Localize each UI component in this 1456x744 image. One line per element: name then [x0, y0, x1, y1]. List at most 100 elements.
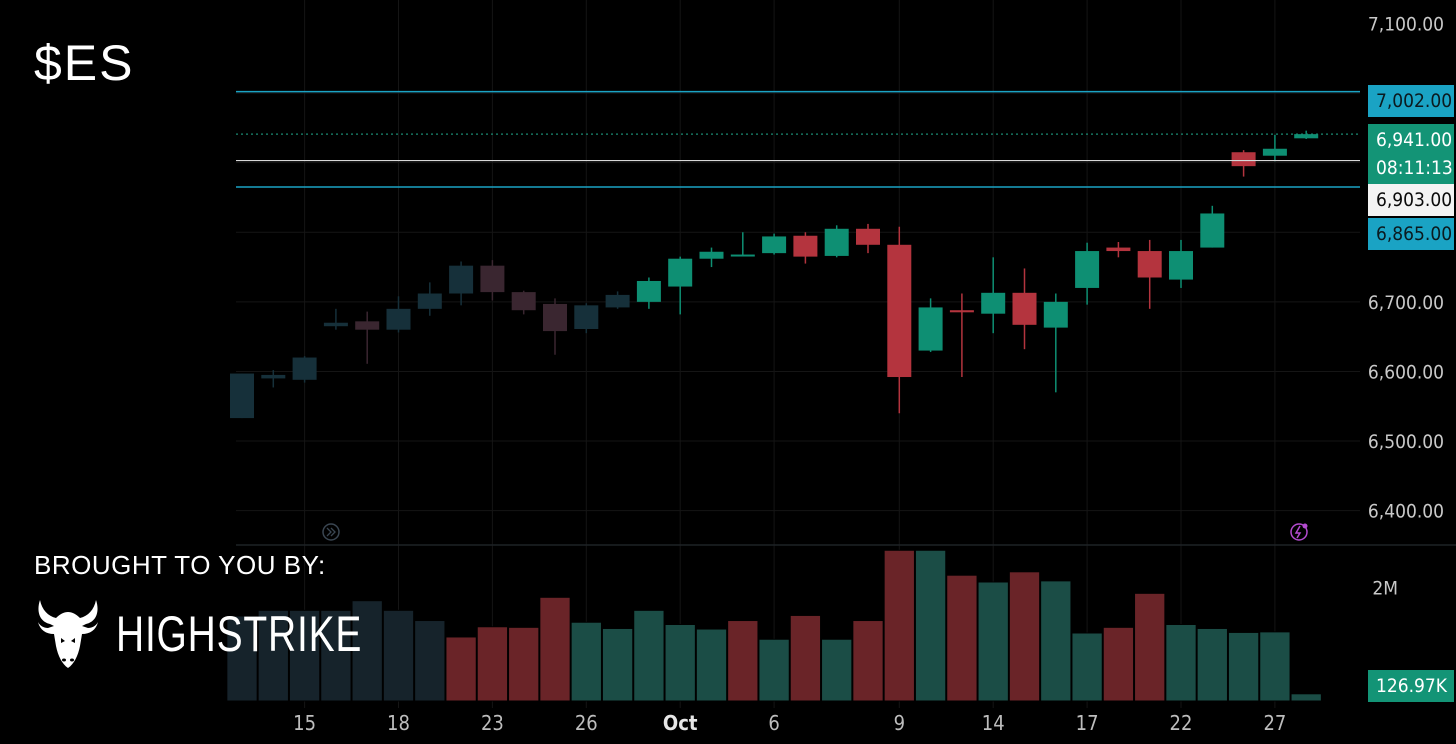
- x-axis-label: 14: [982, 711, 1005, 735]
- candle: [668, 256, 693, 315]
- volume-bar: [1008, 571, 1041, 702]
- volume-bar: [821, 638, 853, 702]
- volume-bar: [1227, 631, 1260, 702]
- candle: [699, 247, 724, 268]
- price-axis-tick: 6,500.00: [1368, 431, 1444, 453]
- candle-body: [1294, 134, 1319, 139]
- candle: [1200, 205, 1225, 248]
- volume-last-tag: 126.97K: [1368, 670, 1454, 702]
- x-axis-label: 18: [387, 711, 410, 735]
- axes: 7,100.00 6,700.00 6,600.00 6,500.00 6,400.00…: [293, 13, 1444, 735]
- candle-body: [1075, 251, 1100, 288]
- level-tag-high: 7,002.00: [1368, 85, 1454, 117]
- candle-body: [449, 265, 474, 294]
- price-levels: [236, 90, 1360, 188]
- candle: [386, 296, 411, 333]
- sponsor-label: BROUGHT TO YOU BY:: [34, 550, 326, 580]
- last-price-tag: 6,941.00: [1368, 124, 1454, 156]
- candle: [1075, 242, 1100, 305]
- ticker-symbol: $ES: [34, 35, 135, 91]
- level-tag-low: 6,865.00: [1368, 218, 1454, 250]
- volume-bar: [508, 626, 540, 702]
- volume-bar: [758, 638, 790, 702]
- candle-body: [1200, 213, 1225, 248]
- volume-bar: [445, 636, 477, 702]
- x-axis-label: Oct: [663, 711, 698, 735]
- candle: [449, 261, 474, 306]
- volume-bar: [1196, 627, 1228, 702]
- candle: [981, 257, 1006, 334]
- candle: [856, 223, 880, 254]
- volume-bar: [1259, 631, 1291, 702]
- candle-body: [511, 292, 536, 311]
- candle: [511, 290, 536, 315]
- candle-body: [887, 244, 912, 378]
- candle: [543, 298, 567, 355]
- candlestick-series: [230, 130, 1319, 419]
- x-axis-label: 6: [768, 711, 779, 735]
- candle-body: [230, 373, 254, 419]
- volume-bar: [382, 609, 415, 702]
- candle: [1169, 239, 1193, 288]
- bull-head-icon: [38, 600, 98, 668]
- candle: [1262, 134, 1287, 162]
- candle: [949, 293, 974, 378]
- price-axis-tick: 6,700.00: [1368, 292, 1444, 314]
- volume-bar: [414, 620, 446, 702]
- volume-bar: [695, 628, 728, 702]
- sponsor-brand: HIGHSTRIKE: [34, 598, 432, 670]
- candle: [918, 298, 943, 352]
- volume-bar: [633, 609, 665, 702]
- volume-bar: [664, 624, 696, 702]
- candle: [605, 291, 630, 309]
- candle-body: [261, 374, 286, 379]
- candle-body: [856, 228, 880, 245]
- candle-body: [730, 254, 755, 257]
- candle-body: [1231, 152, 1256, 167]
- candle: [793, 232, 818, 264]
- price-axis-tick: 6,600.00: [1368, 361, 1444, 383]
- x-axis-label: 15: [293, 711, 316, 735]
- candle-body: [762, 236, 787, 254]
- candle-body: [574, 305, 599, 329]
- candle-body: [1137, 251, 1162, 278]
- volume-bar: [257, 609, 289, 702]
- volume-bars: [226, 549, 1322, 702]
- volume-bar: [1134, 592, 1166, 702]
- candle: [887, 226, 912, 414]
- candle-body: [1012, 292, 1037, 325]
- candle-body: [1043, 301, 1068, 328]
- candle-body: [949, 310, 974, 313]
- volume-bar: [1290, 693, 1322, 702]
- alert-lightning-icon[interactable]: [1290, 523, 1308, 541]
- level-tag-white: 6,903.00: [1368, 184, 1454, 216]
- volume-bar: [727, 620, 759, 702]
- chart-icons: [322, 523, 1308, 541]
- candle: [762, 233, 787, 255]
- volume-bar: [1102, 626, 1135, 702]
- candle: [417, 282, 442, 316]
- candle: [1012, 268, 1037, 350]
- candle-body: [355, 321, 380, 330]
- x-axis-label: 17: [1076, 711, 1099, 735]
- volume-bar: [539, 596, 571, 702]
- candle-body: [699, 251, 724, 259]
- volume-bar: [789, 614, 822, 702]
- candle: [355, 311, 380, 364]
- scroll-to-realtime-icon[interactable]: [322, 523, 340, 541]
- volume-bar: [226, 615, 258, 702]
- candle: [1231, 150, 1256, 177]
- volume-bar: [570, 621, 602, 702]
- candle: [574, 303, 599, 334]
- candle-body: [668, 258, 693, 287]
- candle-body: [793, 235, 818, 257]
- volume-bar: [883, 549, 915, 702]
- candle: [230, 373, 254, 419]
- volume-bar: [1071, 632, 1103, 702]
- candle-body: [543, 303, 567, 332]
- candle-body: [1106, 247, 1131, 252]
- candle: [480, 260, 505, 301]
- volume-bar: [852, 620, 884, 702]
- candle: [1043, 293, 1068, 393]
